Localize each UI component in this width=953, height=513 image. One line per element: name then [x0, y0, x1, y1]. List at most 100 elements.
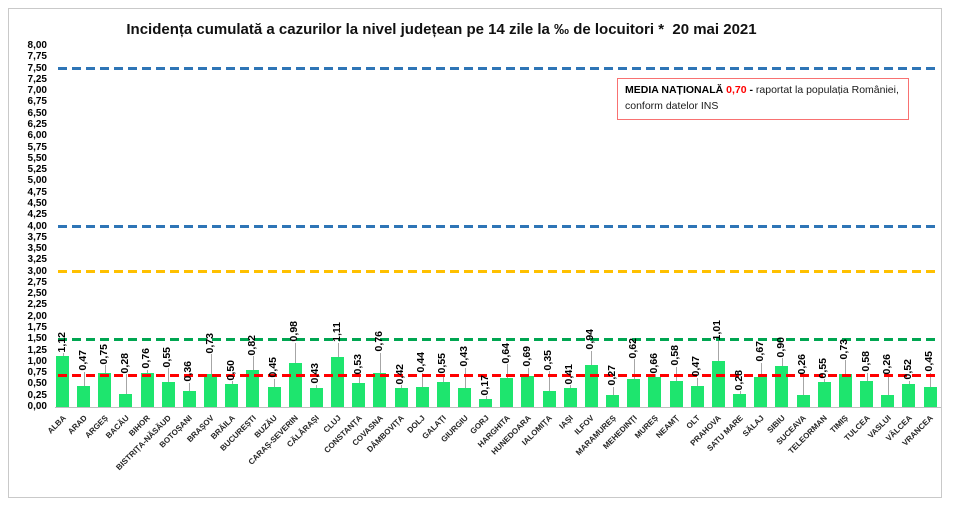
value-label-leader [316, 384, 318, 388]
y-axis-tick-label: 3,00 [27, 265, 47, 277]
reference-line-threshold-1-50 [58, 337, 940, 341]
value-label: 0,28 [732, 369, 745, 391]
value-label-leader [210, 354, 212, 375]
bar [267, 386, 281, 407]
value-label-leader [845, 360, 847, 375]
chart-title: Incidența cumulată a cazurilor la nivel … [126, 21, 757, 38]
value-label: 0,69 [520, 346, 533, 367]
bar [458, 387, 471, 407]
value-label-leader [252, 355, 254, 370]
value-label: 0,55 [161, 346, 174, 368]
bar [711, 361, 725, 407]
value-label-leader [401, 385, 403, 389]
value-label-leader [464, 367, 466, 388]
y-axis-tick-label: 8,00 [27, 40, 47, 51]
value-label-leader [295, 342, 297, 363]
value-label-leader [527, 367, 529, 376]
y-axis-tick-label: 3,50 [27, 243, 47, 255]
value-label-leader [824, 379, 826, 383]
bar [415, 387, 429, 407]
value-label: 0,45 [267, 357, 280, 378]
bar [98, 373, 112, 407]
callout-value: 0,70 [726, 84, 747, 96]
value-label: 0,28 [118, 352, 131, 374]
y-axis-tick-label: 5,75 [27, 141, 47, 153]
y-axis-tick-label: 6,50 [27, 107, 47, 119]
y-axis-tick-label: 4,25 [27, 209, 47, 221]
value-label: 0,76 [140, 348, 153, 369]
value-label: 1,01 [711, 320, 724, 341]
value-label-leader [591, 350, 593, 365]
bar [225, 384, 239, 407]
value-label-leader [443, 374, 445, 383]
value-label-leader [104, 365, 106, 374]
value-label-leader [337, 342, 339, 357]
callout-label: MEDIA NAȚIONALĂ [625, 84, 724, 96]
bar [796, 395, 810, 407]
bar [627, 379, 641, 407]
bar [606, 394, 620, 407]
bar [309, 387, 323, 407]
value-label: 0,82 [245, 334, 258, 355]
value-label-leader [781, 358, 783, 367]
value-label: 0,62 [626, 337, 639, 359]
value-label: 0,50 [224, 360, 237, 381]
value-label: 0,43 [309, 363, 322, 384]
reference-line-national-average-0-70 [58, 373, 940, 377]
national-average-callout: MEDIA NAȚIONALĂ 0,70 - raportat la popul… [617, 78, 909, 120]
value-label: 0,43 [457, 346, 470, 367]
value-label-leader [612, 386, 614, 395]
value-label-leader [83, 371, 85, 386]
value-label: 0,66 [647, 352, 660, 374]
bar [436, 382, 450, 407]
y-axis-tick-label: 1,00 [27, 355, 47, 367]
value-label-leader [718, 341, 720, 362]
y-axis-tick-label: 4,75 [27, 186, 47, 198]
bar [733, 394, 747, 407]
value-label: 0,53 [351, 353, 364, 375]
value-label: 0,55 [436, 352, 449, 374]
bar [542, 391, 556, 407]
callout-text: raportat la populația României, conform … [625, 84, 899, 112]
value-label-leader [379, 352, 381, 373]
bar [521, 375, 535, 407]
value-label-leader [231, 381, 233, 385]
y-axis-tick-label: 2,25 [27, 299, 47, 311]
value-label-leader [358, 375, 360, 384]
reference-line-threshold-4-00 [58, 225, 940, 228]
bar [881, 395, 895, 407]
bar [394, 388, 408, 407]
bar [860, 380, 874, 407]
value-label-leader [189, 382, 191, 391]
bar [563, 388, 577, 407]
value-label: 0,17 [478, 374, 491, 396]
bar [669, 380, 683, 407]
y-axis-tick-label: 2,50 [27, 288, 47, 300]
value-label: 0,35 [542, 349, 555, 371]
y-axis-tick-label: 0,50 [27, 378, 47, 390]
bar [182, 390, 196, 407]
value-label-leader [803, 375, 805, 396]
bar [775, 366, 789, 407]
value-label: 0,64 [499, 342, 512, 364]
bar [648, 377, 662, 407]
value-label: 1,11 [330, 322, 343, 342]
bar [373, 372, 387, 407]
value-label: 0,44 [415, 351, 428, 373]
value-label: 0,75 [97, 343, 110, 365]
value-label: 0,45 [923, 351, 935, 372]
bar [204, 374, 218, 407]
value-label-leader [274, 378, 276, 387]
bar [246, 369, 260, 407]
value-label: 0,73 [838, 338, 851, 360]
bar [161, 382, 175, 407]
bar [119, 394, 133, 407]
value-label-leader [485, 396, 487, 400]
bar [288, 362, 302, 407]
value-label: 0,76 [372, 331, 385, 352]
x-axis-line [55, 407, 941, 408]
value-label: 1,12 [55, 332, 68, 353]
reference-line-threshold-7-50 [58, 67, 940, 71]
value-label-leader [549, 371, 551, 392]
